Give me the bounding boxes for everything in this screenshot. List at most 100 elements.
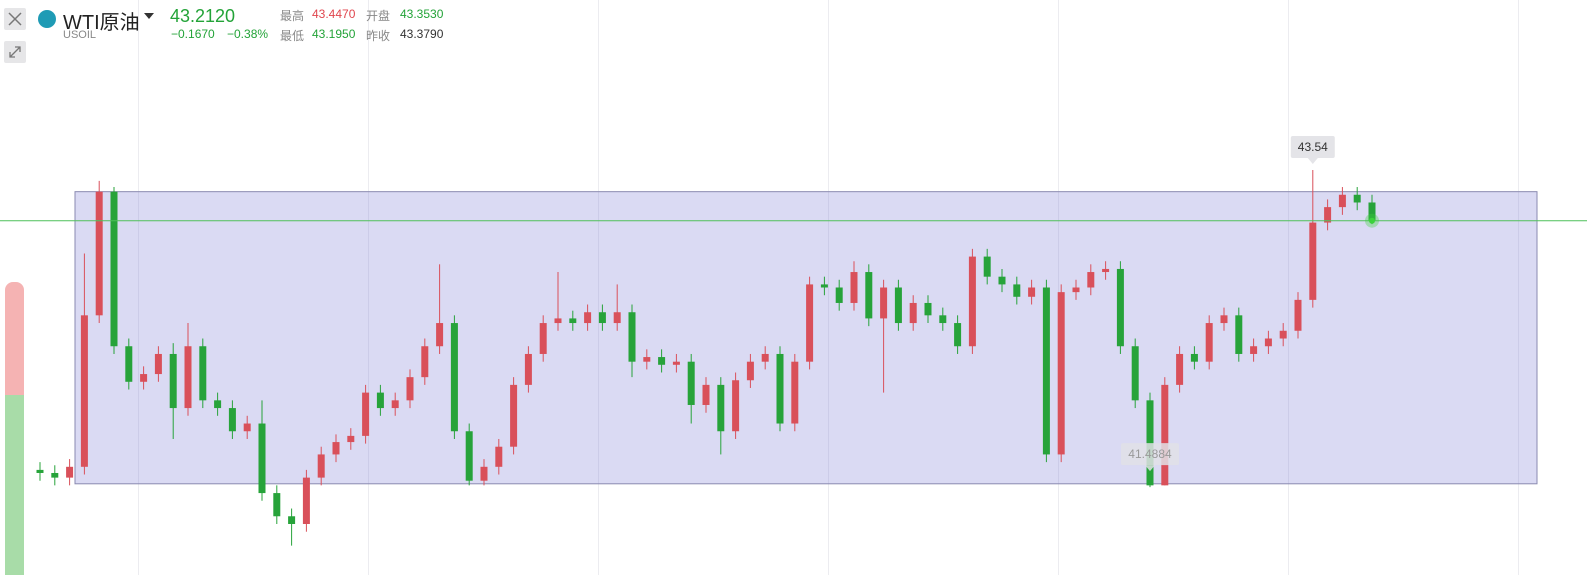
collapse-icon: [9, 46, 21, 58]
candle-body: [80, 315, 88, 467]
candle-body: [643, 357, 651, 362]
candle-body: [539, 323, 547, 354]
candle-body: [406, 377, 414, 401]
candle-body: [983, 256, 991, 277]
candle-body: [1161, 384, 1169, 486]
candle-body: [465, 431, 473, 481]
candle-body: [732, 380, 740, 432]
candle-body: [924, 302, 932, 316]
range-box: [74, 191, 1538, 485]
dropdown-caret[interactable]: [143, 12, 155, 20]
candle-body: [391, 400, 399, 409]
candle-body: [1220, 315, 1228, 324]
price-annotation: 43.54: [1290, 136, 1335, 165]
candle-body: [450, 323, 458, 432]
candle-body: [776, 353, 784, 424]
candle-body: [243, 423, 251, 432]
annotation-label: 43.54: [1298, 140, 1328, 154]
candle-body: [1294, 299, 1302, 331]
candle-body: [1176, 353, 1184, 385]
candle-body: [909, 302, 917, 324]
candle-body: [598, 312, 606, 324]
candle-body: [1013, 284, 1021, 297]
candle-body: [613, 312, 621, 324]
candle-body: [954, 323, 962, 347]
candle-body: [761, 353, 769, 362]
candle-body: [1042, 287, 1050, 455]
candle-body: [554, 318, 562, 324]
change-pct: −0.38%: [227, 27, 269, 41]
candle-body: [850, 272, 858, 303]
candle-body: [421, 346, 429, 378]
change: −0.1670: [171, 27, 215, 41]
candle-body: [436, 323, 444, 347]
candle-body: [687, 361, 695, 405]
candle-body: [1324, 207, 1332, 223]
stat-value: 43.1950: [312, 27, 356, 41]
candle-body: [791, 361, 799, 424]
candle-body: [702, 384, 710, 405]
candle-body: [258, 423, 266, 494]
candle-body: [1250, 346, 1258, 354]
sentiment-up: [5, 282, 24, 395]
candle-body: [717, 384, 725, 432]
candle-body: [214, 400, 222, 409]
candle-body: [228, 408, 236, 432]
candle-body: [628, 312, 636, 362]
candle-body: [199, 346, 207, 401]
stat-label: 最高: [280, 9, 305, 23]
candle-body: [1279, 330, 1287, 339]
collapse-button[interactable]: [4, 41, 26, 63]
candle-body: [1338, 194, 1346, 208]
annotation-box: [1290, 136, 1335, 159]
candle-body: [1190, 353, 1198, 362]
candle-body: [880, 287, 888, 319]
candle-body: [1235, 315, 1243, 354]
candle-body: [332, 442, 340, 455]
candle-body: [51, 472, 59, 478]
price-annotation: 41.4884: [1121, 443, 1179, 472]
stat-value: 43.3790: [400, 27, 444, 41]
candle-body: [1368, 202, 1376, 221]
close-button[interactable]: [4, 8, 26, 30]
candle-body: [1057, 292, 1065, 455]
candle-body: [1131, 346, 1139, 401]
stat-label: 开盘: [366, 9, 391, 23]
symbol-code: USOIL: [63, 29, 97, 41]
stat-label: 最低: [280, 29, 305, 43]
close-icon: [8, 12, 22, 26]
candle-body: [362, 392, 370, 436]
candle-body: [480, 466, 488, 481]
candle-body: [746, 361, 754, 381]
candle-body: [1072, 287, 1080, 293]
candle-body: [672, 361, 680, 365]
annotation-pointer: [1307, 158, 1318, 165]
candle-body: [140, 374, 148, 382]
stat-label: 昨收: [366, 29, 391, 43]
symbol-name[interactable]: WTI原油: [63, 12, 140, 34]
candle-body: [1309, 222, 1317, 300]
candle-body: [169, 353, 177, 409]
candle-body: [1116, 268, 1124, 347]
candle-body: [939, 315, 947, 324]
candle-body: [1264, 338, 1272, 347]
candle-body: [95, 191, 103, 316]
candle-body: [1087, 272, 1095, 288]
candle-body: [347, 435, 355, 443]
candle-body: [865, 272, 873, 319]
symbol-icon: [38, 10, 56, 28]
last-price: 43.2120: [170, 6, 236, 26]
last-price-dot: [1369, 217, 1375, 224]
candle-body: [998, 276, 1006, 285]
candle-body: [1353, 194, 1361, 203]
candle-body: [510, 384, 518, 447]
candle-body: [968, 256, 976, 347]
candle-body: [154, 353, 162, 375]
candle-body: [524, 353, 532, 385]
candle-body: [376, 392, 384, 409]
sentiment-down: [5, 395, 24, 575]
candle-body: [658, 357, 666, 365]
candle-body: [288, 516, 296, 524]
annotation-pointer: [1145, 465, 1155, 472]
